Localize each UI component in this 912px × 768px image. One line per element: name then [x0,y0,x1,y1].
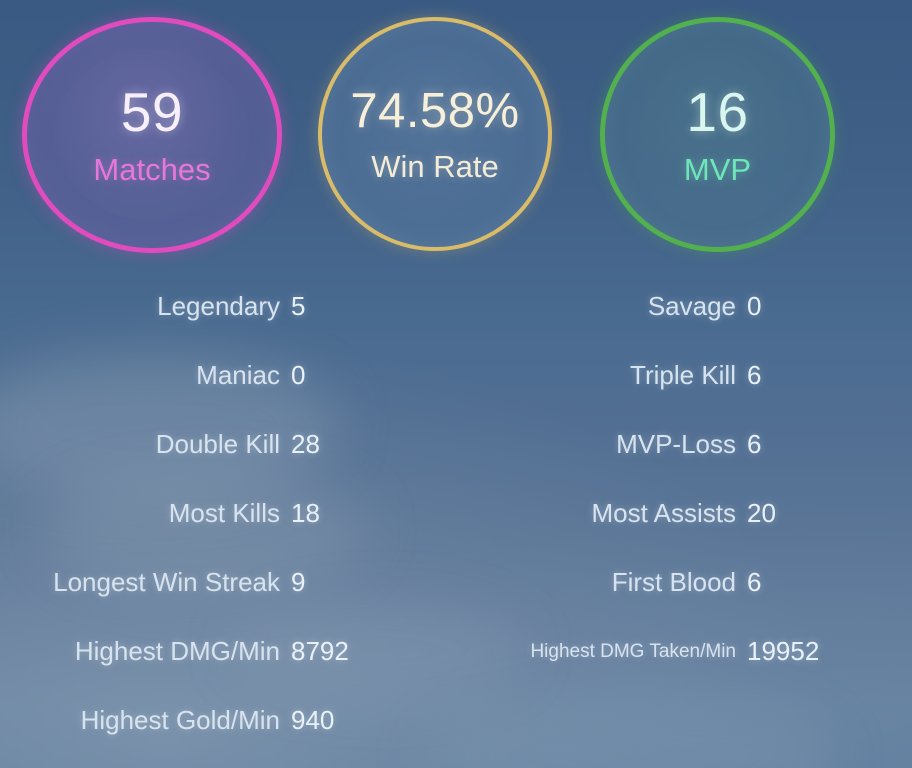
stat-value-highest-dmg-per-min: 8792 [291,636,349,666]
stat-value-most-assists: 20 [747,498,776,528]
stat-value-longest-win-streak: 9 [291,567,306,597]
stat-value-savage: 0 [747,291,762,321]
stat-row: Highest Gold/Min 940 [0,686,456,755]
stats-column-left: Legendary 5 Maniac 0 Double Kill 28 Most… [0,272,456,755]
stat-label-legendary: Legendary [157,291,280,321]
stat-label-double-kill: Double Kill [155,429,280,459]
stat-ring-matches-value: 59 [120,81,184,143]
stat-value-highest-gold-per-min: 940 [291,705,335,735]
stat-row: Triple Kill 6 [456,341,912,410]
stat-row: Most Assists 20 [456,479,912,548]
stat-row: Most Kills 18 [0,479,456,548]
stat-row: Longest Win Streak 9 [0,548,456,617]
stat-label-highest-gold-per-min: Highest Gold/Min [80,705,280,735]
stat-label-highest-dmg-taken-per-min: Highest DMG Taken/Min [530,641,736,662]
stat-label-first-blood: First Blood [611,567,736,597]
stat-row: Maniac 0 [0,341,456,410]
stat-value-triple-kill: 6 [747,360,762,390]
stat-row: Legendary 5 [0,272,456,341]
stat-row: Highest DMG Taken/Min 19952 [456,617,912,686]
stat-value-legendary: 5 [291,291,306,321]
stat-row: Savage 0 [456,272,912,341]
stat-label-highest-dmg-per-min: Highest DMG/Min [74,636,280,666]
stat-ring-win-rate-value: 74.58% [350,83,520,138]
stat-label-triple-kill: Triple Kill [630,360,736,390]
stat-row: First Blood 6 [456,548,912,617]
stat-label-maniac: Maniac [196,360,280,390]
stat-row: Highest DMG/Min 8792 [0,617,456,686]
stat-value-mvp-loss: 6 [747,429,762,459]
stat-label-most-assists: Most Assists [591,498,736,528]
stat-row: Double Kill 28 [0,410,456,479]
stat-value-most-kills: 18 [291,498,320,528]
stat-row-placeholder [456,686,912,755]
stat-label-mvp-loss: MVP-Loss [616,429,736,459]
stat-value-double-kill: 28 [291,429,320,459]
stat-ring-win-rate[interactable]: 74.58% Win Rate [318,17,552,251]
stat-value-highest-dmg-taken-per-min: 19952 [747,636,820,666]
stat-ring-matches[interactable]: 59 Matches [22,17,282,253]
summary-rings: 59 Matches 74.58% Win Rate 16 MVP [0,0,912,272]
stat-label-most-kills: Most Kills [168,498,280,528]
stat-ring-mvp[interactable]: 16 MVP [600,17,835,252]
stat-ring-win-rate-label: Win Rate [371,148,499,184]
stat-row: MVP-Loss 6 [456,410,912,479]
stat-value-maniac: 0 [291,360,306,390]
stat-ring-matches-label: Matches [93,152,211,187]
stat-label-longest-win-streak: Longest Win Streak [53,567,280,597]
stats-column-right: Savage 0 Triple Kill 6 MVP-Loss 6 Most A… [456,272,912,755]
stat-label-savage: Savage [647,291,736,321]
stat-ring-mvp-label: MVP [683,151,752,187]
stat-value-first-blood: 6 [747,567,762,597]
stat-ring-mvp-value: 16 [686,80,749,143]
